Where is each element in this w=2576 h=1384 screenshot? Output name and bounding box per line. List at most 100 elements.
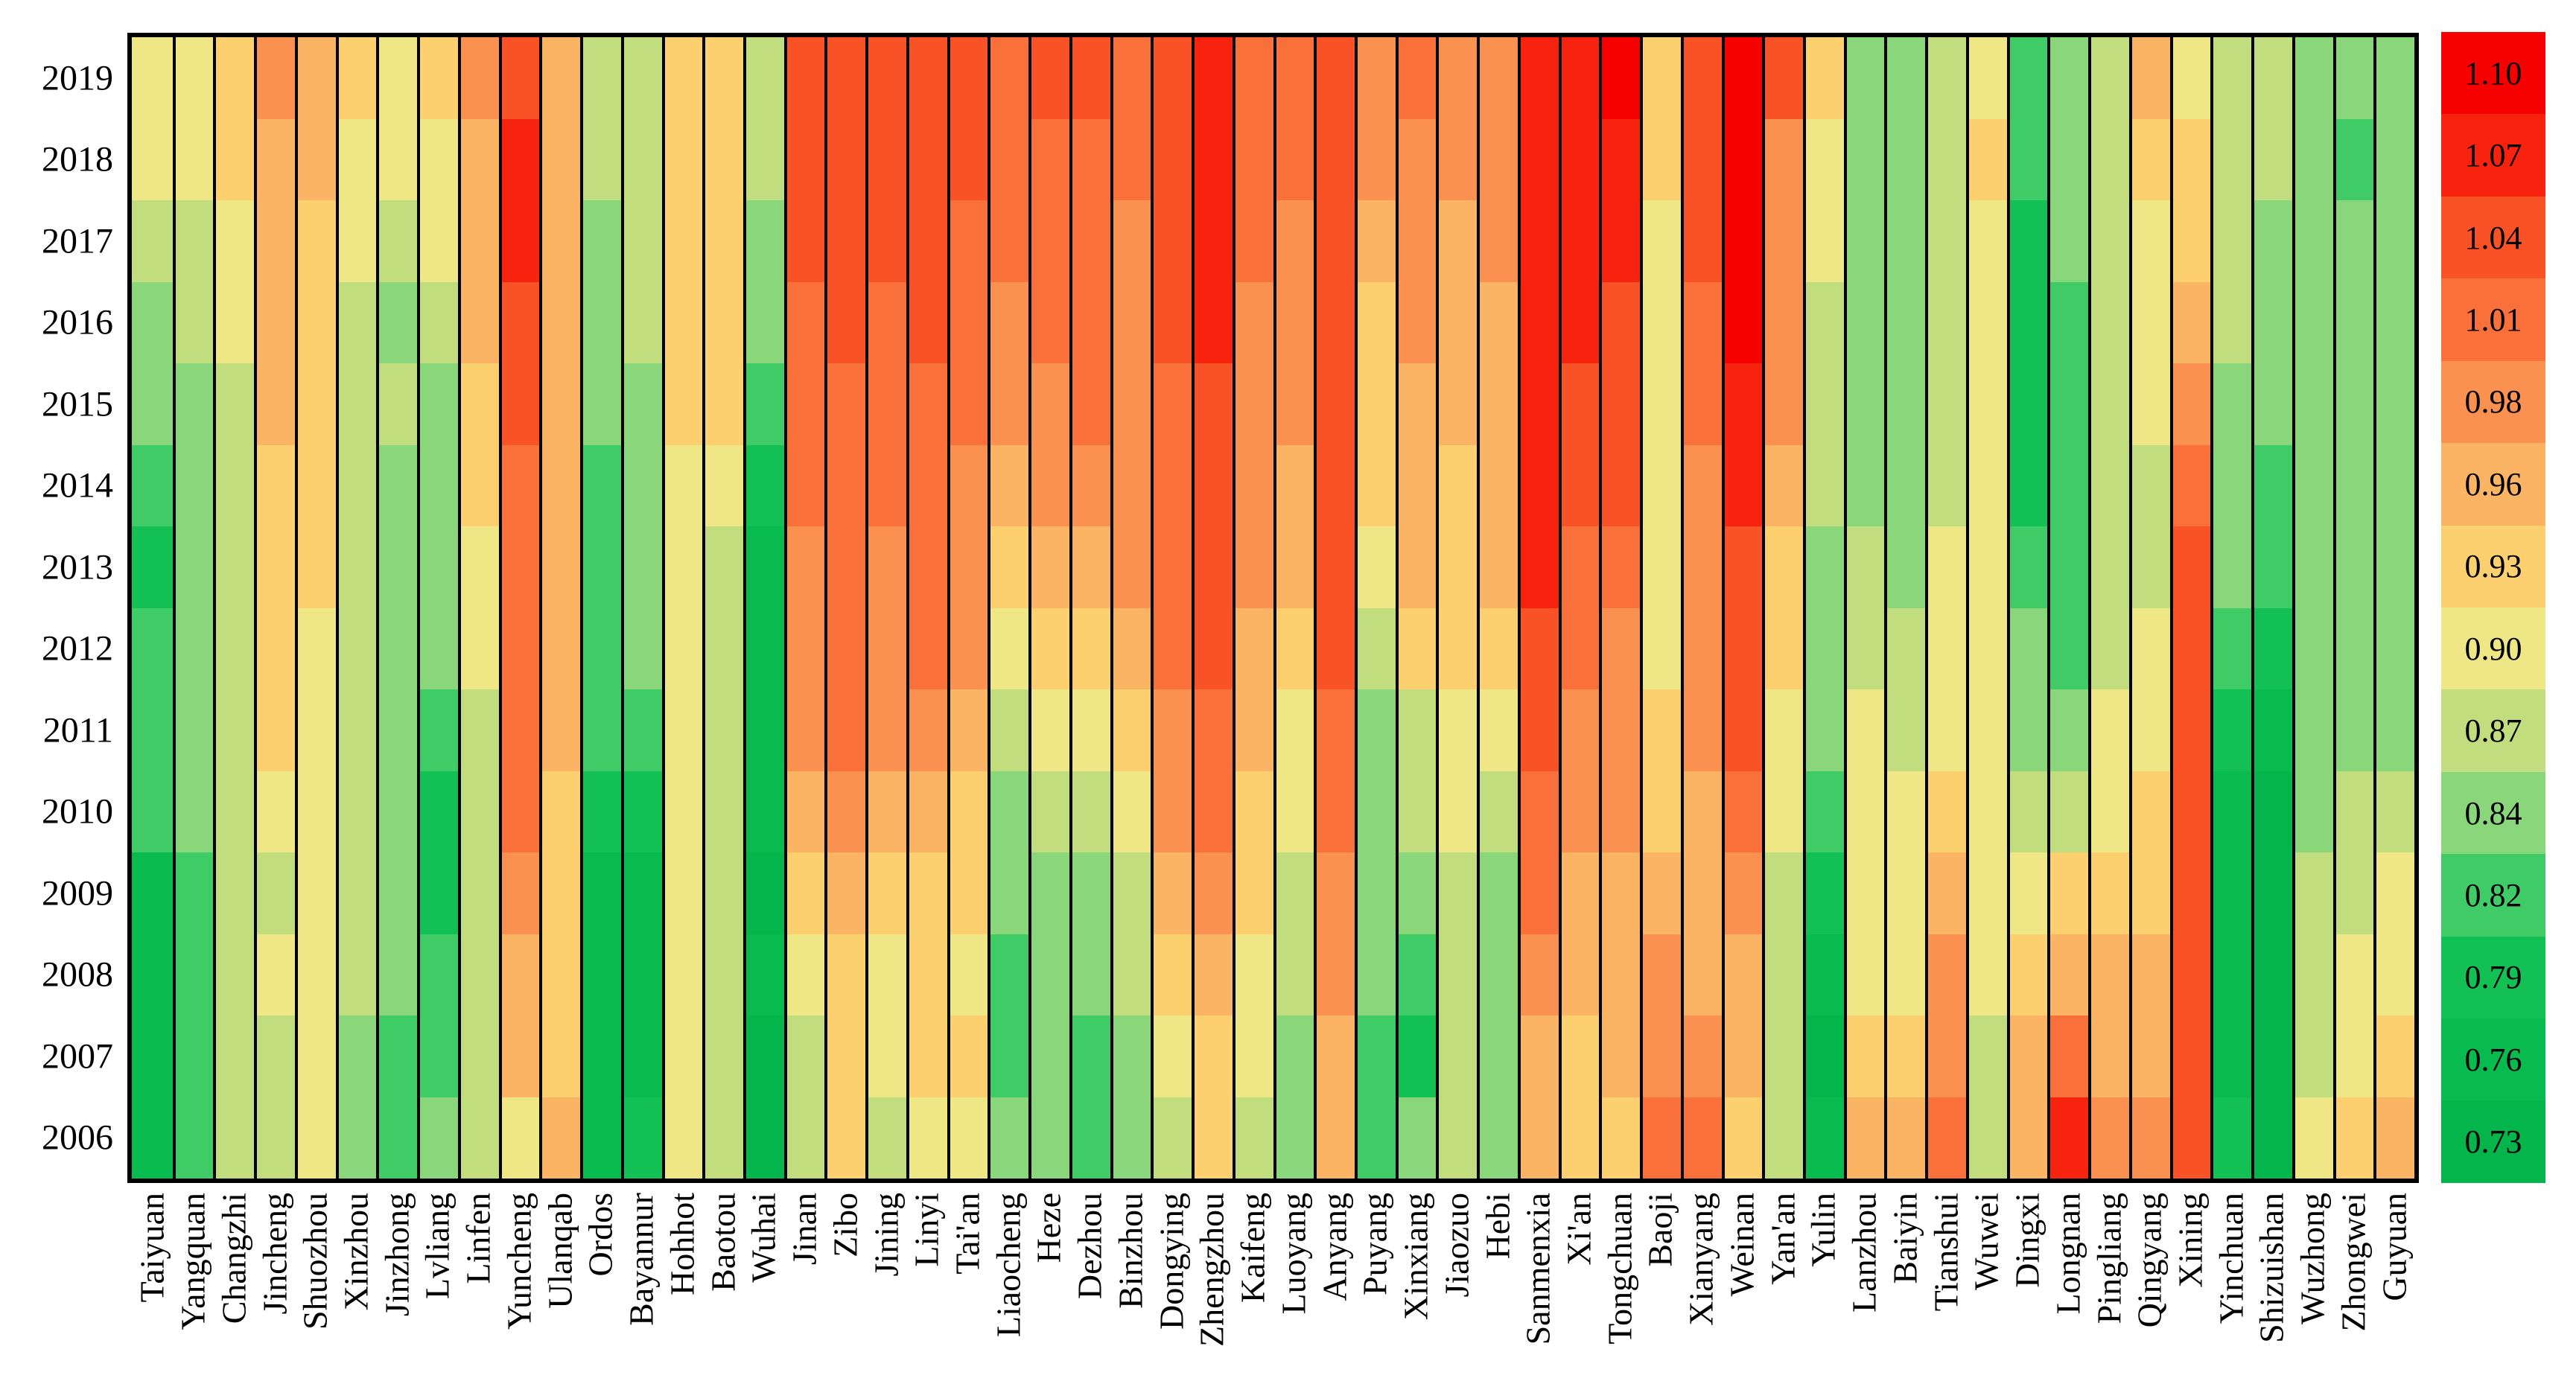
- heatmap-cell: [1398, 37, 1437, 119]
- heatmap-cell: [664, 852, 703, 934]
- heatmap-cell: [1154, 118, 1192, 200]
- heatmap-column-xinzhou: [335, 37, 377, 1179]
- heatmap-cell: [1235, 689, 1273, 771]
- heatmap-cell: [950, 1097, 988, 1179]
- heatmap-cell: [1602, 37, 1641, 119]
- heatmap-cell: [216, 608, 255, 689]
- colorbar-tick-label: 0.82: [2464, 876, 2522, 913]
- heatmap-cell: [909, 608, 947, 689]
- heatmap-cell: [1806, 852, 1844, 934]
- heatmap-cell: [786, 852, 825, 934]
- colorbar-tick-label: 1.04: [2464, 219, 2522, 256]
- heatmap-column-pingliang: [2088, 37, 2129, 1179]
- heatmap-cell: [1683, 771, 1722, 852]
- heatmap-cell: [1317, 1097, 1355, 1179]
- heatmap-cell: [990, 852, 1029, 934]
- heatmap-cell: [1439, 934, 1478, 1015]
- heatmap-cell: [1072, 526, 1110, 608]
- heatmap-cell: [1602, 444, 1641, 526]
- heatmap-cell: [420, 934, 458, 1015]
- heatmap-cell: [1439, 200, 1478, 282]
- x-tick-label-yinchuan: Yinchuan: [2212, 1193, 2251, 1324]
- heatmap-cell: [2335, 444, 2374, 526]
- heatmap-cell: [338, 526, 377, 608]
- heatmap-cell: [542, 1015, 581, 1097]
- heatmap-cell: [338, 281, 377, 363]
- x-tick-label-zibo: Zibo: [826, 1193, 865, 1257]
- x-tick-label-lanzhou: Lanzhou: [1845, 1193, 1883, 1313]
- heatmap-cell: [1724, 608, 1763, 689]
- heatmap-cell: [1643, 689, 1681, 771]
- heatmap-cell: [379, 200, 418, 282]
- heatmap-cell: [1765, 118, 1804, 200]
- heatmap-cell: [132, 526, 173, 608]
- heatmap-cell: [338, 444, 377, 526]
- heatmap-cell: [2050, 771, 2089, 852]
- heatmap-cell: [297, 852, 336, 934]
- heatmap-cell: [1724, 934, 1763, 1015]
- colorbar-tick-label: 0.98: [2464, 383, 2522, 421]
- heatmap-cell: [1643, 363, 1681, 445]
- heatmap-cell: [990, 934, 1029, 1015]
- heatmap-cell: [1806, 200, 1844, 282]
- heatmap-cell: [1276, 526, 1314, 608]
- heatmap-cell: [1520, 118, 1559, 200]
- heatmap-cell: [2294, 281, 2333, 363]
- heatmap-cell: [868, 689, 906, 771]
- x-tick-label-zhongwei: Zhongwei: [2334, 1193, 2373, 1332]
- heatmap-cell: [1602, 1097, 1641, 1179]
- heatmap-cell: [1072, 363, 1110, 445]
- heatmap-cell: [990, 37, 1029, 119]
- heatmap-cell: [2131, 37, 2170, 119]
- heatmap-cell: [1195, 444, 1233, 526]
- heatmap-cell: [1031, 771, 1069, 852]
- heatmap-cell: [2294, 200, 2333, 282]
- heatmap-cell: [1276, 118, 1314, 200]
- heatmap-cell: [379, 526, 418, 608]
- heatmap-cell: [1113, 37, 1151, 119]
- heatmap-column-baotou: [702, 37, 743, 1179]
- heatmap-cell: [2091, 852, 2129, 934]
- heatmap-cell: [1928, 608, 1966, 689]
- heatmap-cell: [786, 363, 825, 445]
- heatmap-cell: [1072, 281, 1110, 363]
- heatmap-cell: [379, 934, 418, 1015]
- heatmap-cell: [1643, 37, 1681, 119]
- x-tick-label-xinxiang: Xinxiang: [1396, 1193, 1435, 1321]
- heatmap-cell: [2131, 689, 2170, 771]
- x-tick-label-xinzhou: Xinzhou: [337, 1193, 375, 1311]
- heatmap-cell: [909, 934, 947, 1015]
- heatmap-cell: [1276, 37, 1314, 119]
- heatmap-cell: [1113, 689, 1151, 771]
- heatmap-cell: [1480, 934, 1518, 1015]
- heatmap-cell: [2131, 281, 2170, 363]
- heatmap-cell: [1235, 118, 1273, 200]
- heatmap-cell: [1113, 363, 1151, 445]
- heatmap-cell: [2009, 444, 2048, 526]
- heatmap-cell: [1724, 444, 1763, 526]
- colorbar-segment-0.84: 0.84: [2441, 771, 2545, 855]
- heatmap-cell: [1195, 1015, 1233, 1097]
- heatmap-cell: [664, 1097, 703, 1179]
- heatmap-cell: [542, 37, 581, 119]
- x-tick-label-kaifeng: Kaifeng: [1233, 1193, 1272, 1304]
- colorbar-tick-label: 0.84: [2464, 794, 2522, 832]
- heatmap-cell: [1113, 444, 1151, 526]
- heatmap-cell: [1398, 934, 1437, 1015]
- heatmap-column-xining: [2169, 37, 2211, 1179]
- heatmap-cell: [460, 852, 499, 934]
- heatmap-cell: [1235, 608, 1273, 689]
- heatmap-cell: [1683, 852, 1722, 934]
- heatmap-column-linfen: [457, 37, 499, 1179]
- heatmap-cell: [1480, 118, 1518, 200]
- heatmap-cell: [216, 771, 255, 852]
- heatmap-cell: [1072, 934, 1110, 1015]
- y-tick-label-2017: 2017: [42, 221, 113, 261]
- heatmap-cell: [827, 37, 866, 119]
- y-tick-label-2009: 2009: [42, 873, 113, 913]
- heatmap-cell: [2172, 1097, 2211, 1179]
- heatmap-cell: [1806, 689, 1844, 771]
- heatmap-cell: [1357, 200, 1396, 282]
- x-tick-label-xining: Xining: [2171, 1193, 2210, 1288]
- heatmap-cell: [2091, 526, 2129, 608]
